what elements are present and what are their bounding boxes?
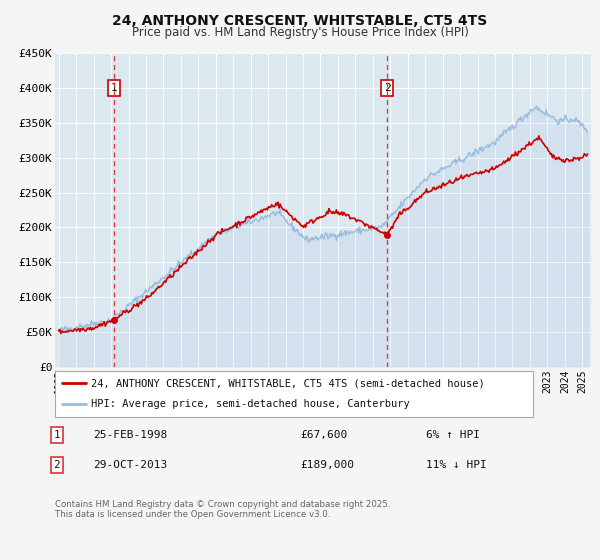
Text: £189,000: £189,000 [300,460,354,470]
Text: 1: 1 [110,83,117,93]
Text: 24, ANTHONY CRESCENT, WHITSTABLE, CT5 4TS: 24, ANTHONY CRESCENT, WHITSTABLE, CT5 4T… [112,14,488,28]
Text: 2: 2 [384,83,391,93]
Text: HPI: Average price, semi-detached house, Canterbury: HPI: Average price, semi-detached house,… [91,399,410,409]
Text: Price paid vs. HM Land Registry's House Price Index (HPI): Price paid vs. HM Land Registry's House … [131,26,469,39]
Text: 25-FEB-1998: 25-FEB-1998 [93,430,167,440]
Text: 1: 1 [53,430,61,440]
Text: £67,600: £67,600 [300,430,347,440]
Text: 11% ↓ HPI: 11% ↓ HPI [426,460,487,470]
Text: 6% ↑ HPI: 6% ↑ HPI [426,430,480,440]
Text: Contains HM Land Registry data © Crown copyright and database right 2025.
This d: Contains HM Land Registry data © Crown c… [55,500,391,519]
Text: 24, ANTHONY CRESCENT, WHITSTABLE, CT5 4TS (semi-detached house): 24, ANTHONY CRESCENT, WHITSTABLE, CT5 4T… [91,378,485,388]
Text: 29-OCT-2013: 29-OCT-2013 [93,460,167,470]
Text: 2: 2 [53,460,61,470]
